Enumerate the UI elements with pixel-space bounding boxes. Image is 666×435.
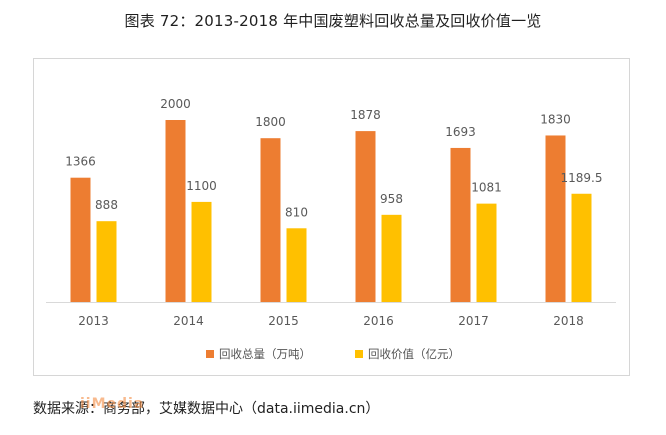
data-label-value-2015: 810: [285, 205, 308, 219]
x-tick-label-2014: 2014: [173, 314, 204, 328]
bar-volume-2018: [545, 135, 566, 302]
data-label-value-2013: 888: [95, 198, 118, 212]
legend-item-volume: 回收总量（万吨）: [206, 346, 311, 362]
x-tick-label-2018: 2018: [553, 314, 584, 328]
bar-volume-2017: [450, 147, 471, 302]
x-tick-label-2016: 2016: [363, 314, 394, 328]
chart-title: 图表 72：2013-2018 年中国废塑料回收总量及回收价值一览: [124, 12, 542, 30]
chart-frame: [33, 58, 630, 376]
bar-value-2016: [381, 214, 402, 302]
bar-volume-2015: [260, 138, 281, 302]
chart-legend: 回收总量（万吨） 回收价值（亿元）: [0, 346, 666, 362]
data-label-volume-2018: 1830: [540, 112, 571, 126]
data-labels-layer: 1366 888 2000 1100 1800 810 1878 958 1693 1081 183…: [65, 97, 602, 219]
x-tick-label-2017: 2017: [458, 314, 489, 328]
bar-volume-2014: [165, 120, 186, 302]
bars-layer: [70, 120, 592, 302]
legend-label-value: 回收价值（亿元）: [368, 347, 460, 361]
x-tick-label-2015: 2015: [268, 314, 299, 328]
x-axis: 2013 2014 2015 2016 2017 2018: [46, 302, 616, 328]
bar-value-2014: [191, 201, 212, 302]
legend-swatch-value: [355, 350, 363, 358]
legend-label-volume: 回收总量（万吨）: [219, 347, 311, 361]
bar-value-2017: [476, 203, 497, 302]
data-label-volume-2013: 1366: [65, 155, 96, 169]
data-label-value-2014: 1100: [186, 179, 217, 193]
data-label-volume-2015: 1800: [255, 115, 286, 129]
bar-value-2015: [286, 228, 307, 302]
data-label-volume-2014: 2000: [160, 97, 191, 111]
bar-volume-2016: [355, 131, 376, 302]
bar-value-2018: [571, 193, 592, 302]
x-tick-label-2013: 2013: [78, 314, 109, 328]
legend-item-value: 回收价值（亿元）: [355, 346, 460, 362]
data-label-value-2018: 1189.5: [561, 171, 603, 185]
bar-value-2013: [96, 221, 117, 302]
data-label-value-2017: 1081: [471, 181, 502, 195]
data-label-volume-2017: 1693: [445, 125, 476, 139]
legend-swatch-volume: [206, 350, 214, 358]
data-label-volume-2016: 1878: [350, 108, 381, 122]
data-source-note: 数据来源：商务部，艾媒数据中心（data.iimedia.cn）: [33, 401, 380, 417]
data-label-value-2016: 958: [380, 192, 403, 206]
bar-volume-2013: [70, 177, 91, 302]
